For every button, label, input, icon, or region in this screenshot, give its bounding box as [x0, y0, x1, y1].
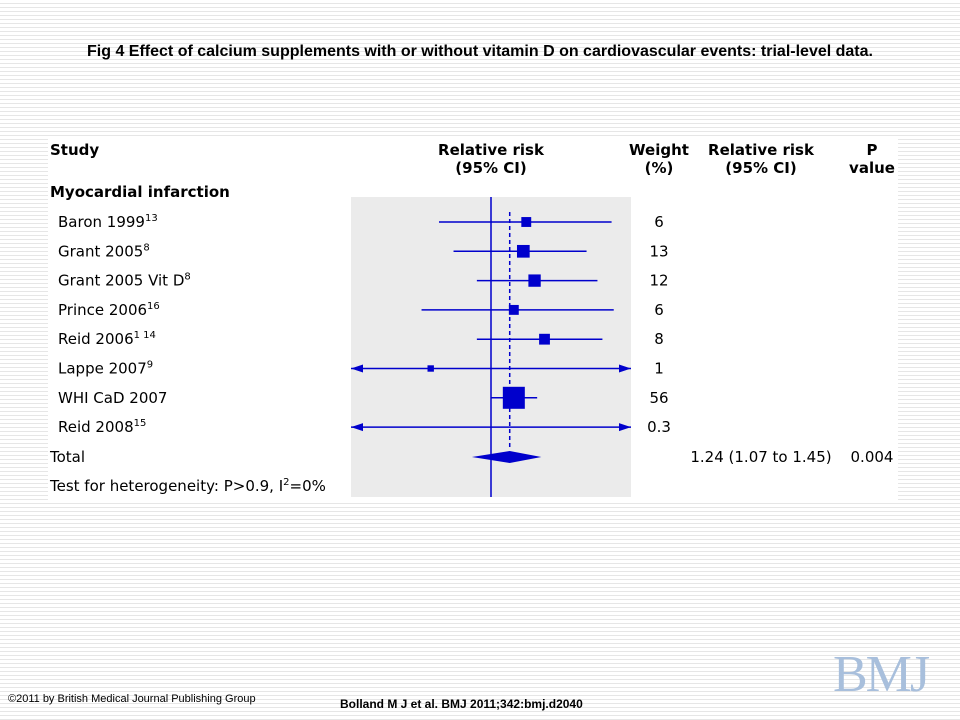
header-rrtext-line1: Relative risk [708, 141, 815, 159]
study-weight: 13 [649, 242, 668, 260]
heterogeneity-text: Test for heterogeneity: P>0.9, I2=0% [49, 477, 326, 495]
study-name: Reid 200815 [58, 418, 146, 436]
slide-title: Fig 4 Effect of calcium supplements with… [87, 43, 873, 60]
point-estimate [502, 386, 525, 409]
study-rows: Baron 199913 6 Grant 20058 13 Grant 2005 Vit… [58, 213, 671, 436]
point-estimate [516, 244, 530, 258]
total-label: Total [49, 448, 85, 466]
point-estimate [427, 365, 434, 372]
total-rr-text: 1.24 (1.07 to 1.45) [690, 448, 831, 466]
point-estimate [521, 217, 532, 227]
ci-arrow-right [619, 364, 631, 373]
study-weight: 0.3 [647, 418, 671, 436]
ci-arrow-left [351, 423, 363, 432]
total-diamond [471, 451, 542, 463]
header-rr-line2: (95% CI) [455, 159, 526, 177]
study-weight: 1 [654, 360, 664, 378]
study-name: Baron 199913 [58, 213, 158, 231]
point-estimate [528, 274, 541, 287]
header-p-line2: value [849, 159, 895, 177]
study-weight: 6 [654, 301, 664, 319]
study-name: Lappe 20079 [58, 360, 153, 378]
group-label: Myocardial infarction [50, 183, 230, 201]
plot-marks [351, 197, 631, 497]
citation-text: Bolland M J et al. BMJ 2011;342:bmj.d204… [340, 697, 583, 711]
forest-plot-svg: Study Relative risk (95% CI) Weight (%) … [49, 141, 895, 497]
copyright-text: ©2011 by British Medical Journal Publish… [8, 693, 256, 705]
header-weight-line2: (%) [645, 159, 674, 177]
header-rrtext-line2: (95% CI) [725, 159, 796, 177]
study-weight: 56 [649, 389, 668, 407]
header-weight-line1: Weight [629, 141, 689, 159]
ci-arrow-right [619, 423, 631, 432]
header-p-line1: P [867, 141, 878, 159]
bmj-logo: BMJ [833, 646, 930, 703]
forest-plot: Study Relative risk (95% CI) Weight (%) … [48, 138, 898, 500]
ci-arrow-left [351, 364, 363, 373]
header-rr-line1: Relative risk [438, 141, 545, 159]
total-p-value: 0.004 [851, 448, 894, 466]
point-estimate [508, 304, 519, 315]
study-name: Prince 200616 [58, 301, 160, 319]
study-weight: 6 [654, 213, 664, 231]
header-study: Study [50, 141, 99, 159]
study-name: WHI CaD 2007 [58, 389, 167, 407]
study-weight: 12 [649, 272, 668, 290]
study-weight: 8 [654, 330, 664, 348]
study-name: Reid 20061 14 [58, 330, 156, 348]
study-name: Grant 2005 Vit D8 [58, 272, 191, 290]
point-estimate [539, 333, 550, 345]
study-name: Grant 20058 [58, 242, 150, 260]
